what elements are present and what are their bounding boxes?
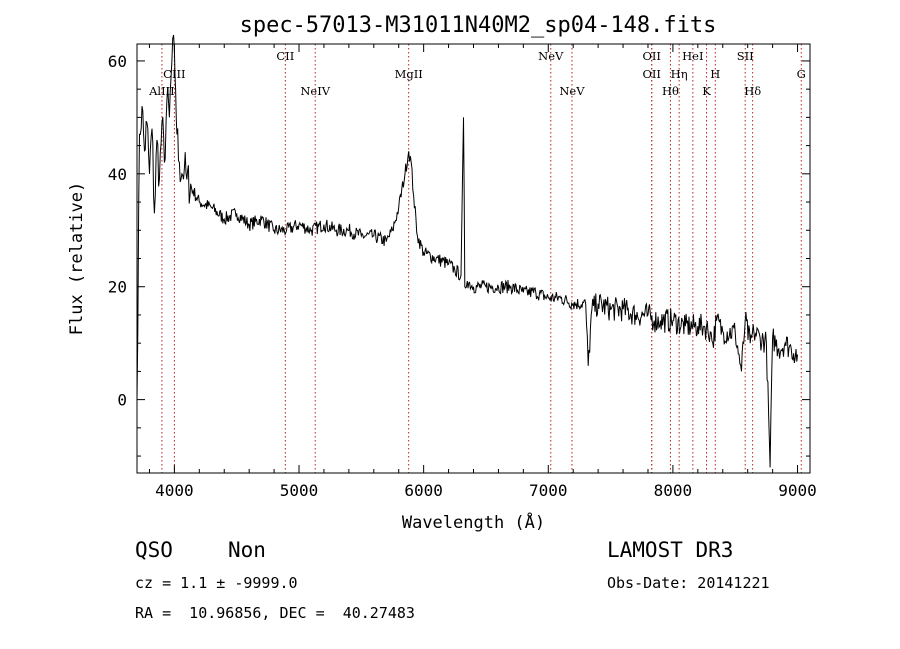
spectrum-line [136,34,798,468]
chart-title: spec-57013-M31011N40M2_sp04-148.fits [240,13,717,38]
coordinates: RA = 10.96856, DEC = 40.27483 [135,604,415,622]
x-tick-label: 9000 [778,481,817,500]
y-tick-label: 60 [108,52,127,71]
emission-line-label: CIII [163,67,185,81]
observation-date: Obs-Date: 20141221 [607,574,770,592]
object-subclass: Non [228,538,266,562]
emission-line-layer [161,44,802,473]
emission-line-label: CII [276,49,294,63]
x-axis-label: Wavelength (Å) [402,511,545,533]
emission-line-label: NeIV [300,84,330,98]
y-tick-label: 40 [108,165,127,184]
x-tick-label: 8000 [654,481,693,500]
emission-line-label: Hθ [662,84,679,98]
emission-line-label: OII [642,67,661,81]
x-tick-label: 7000 [529,481,568,500]
emission-line-labels: AlIIICIIICIINeIVMgIINeVNeVOIIOIIHθHηHeIK… [148,49,806,98]
emission-line-label: NeV [538,49,564,63]
plot-frame [136,43,811,474]
x-tick-label: 6000 [404,481,443,500]
emission-line-label: Hδ [744,84,761,98]
y-tick-label: 20 [108,278,127,297]
emission-line-label: NeV [559,84,585,98]
emission-line-label: OII [642,49,661,63]
redshift-info: cz = 1.1 ± -9999.0 [135,574,298,592]
x-tick-label: 4000 [155,481,194,500]
emission-line-label: Hη [671,67,688,81]
object-class: QSO [135,538,173,562]
emission-line-label: G [797,67,806,81]
survey-name: LAMOST DR3 [607,538,734,562]
emission-line-label: SII [737,49,754,63]
emission-line-label: K [702,84,711,98]
emission-line-label: HeI [682,49,703,63]
emission-line-label: H [710,67,720,81]
axis-ticks: 4000 5000 6000 7000 8000 9000 0 20 40 60 [108,44,817,500]
y-axis-label: Flux (relative) [67,182,87,336]
x-tick-label: 5000 [280,481,319,500]
y-tick-label: 0 [117,391,127,410]
emission-line-label: MgII [395,67,423,81]
